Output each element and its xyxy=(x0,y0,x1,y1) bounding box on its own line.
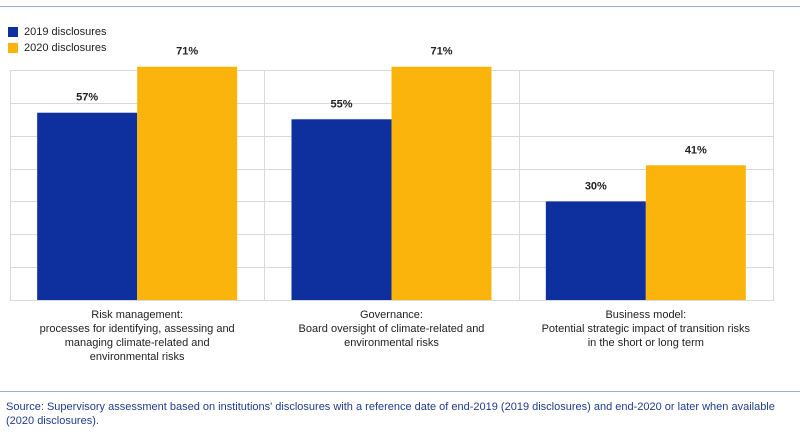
category-label-line: environmental risks xyxy=(344,337,439,349)
legend-item-2020: 2020 disclosures xyxy=(8,40,107,56)
category-label-0: Risk management: processes for identifyin… xyxy=(12,308,262,364)
data-label-2020-1: 71% xyxy=(430,46,452,58)
category-label-line: managing climate-related and xyxy=(64,337,210,349)
category-label-1: Governance: Board oversight of climate-re… xyxy=(267,308,517,350)
bar-2020-1 xyxy=(391,66,492,300)
bottom-rule xyxy=(0,391,800,392)
category-label-line: in the short or long term xyxy=(587,337,704,349)
category-label-2: Business model: Potential strategic impac… xyxy=(521,308,771,350)
source-note: Source: Supervisory assessment based on … xyxy=(6,401,775,427)
data-label-2019-2: 30% xyxy=(585,180,607,192)
data-label-2020-2: 41% xyxy=(685,144,707,156)
data-label-2019-1: 55% xyxy=(330,98,352,110)
top-rule xyxy=(0,6,800,7)
legend-label-2020: 2020 disclosures xyxy=(24,42,107,54)
category-label-line: Potential strategic impact of transition… xyxy=(541,323,751,335)
bar-2020-2 xyxy=(645,165,746,300)
bar-chart: 57% 71% 55% 71% 30% 41% xyxy=(10,46,774,301)
legend-item-2019: 2019 disclosures xyxy=(8,24,107,40)
bar-2019-0 xyxy=(37,112,138,300)
category-label-line: processes for identifying, assessing and xyxy=(39,323,235,335)
category-label-line: Board oversight of climate-related and xyxy=(298,323,485,335)
data-label-2020-0: 71% xyxy=(176,46,198,58)
legend: 2019 disclosures 2020 disclosures xyxy=(8,24,107,56)
category-label-line: Business model: xyxy=(605,309,687,321)
legend-swatch-2019 xyxy=(8,27,18,37)
bar-2020-0 xyxy=(137,66,238,300)
category-label-line: Risk management: xyxy=(91,309,184,321)
bar-2019-2 xyxy=(545,201,646,300)
bar-2019-1 xyxy=(291,119,392,301)
legend-label-2019: 2019 disclosures xyxy=(24,26,107,38)
category-label-line: environmental risks xyxy=(89,351,185,363)
category-label-line: Governance: xyxy=(360,309,423,321)
legend-swatch-2020 xyxy=(8,43,18,53)
data-label-2019-0: 57% xyxy=(76,92,98,104)
